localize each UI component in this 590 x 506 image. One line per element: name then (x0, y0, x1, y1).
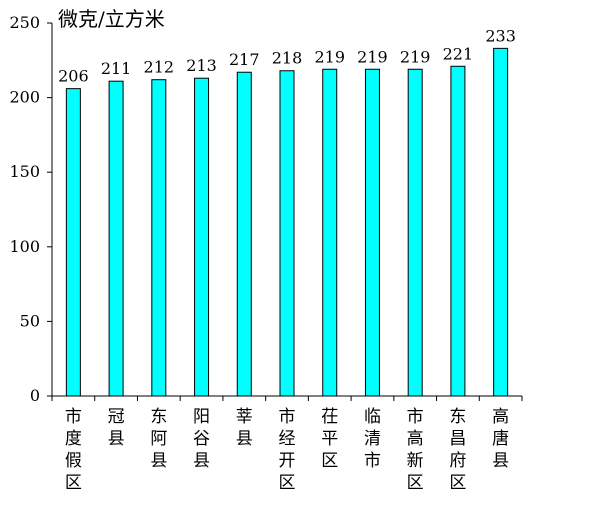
y-tick-label: 0 (30, 386, 40, 405)
x-category-label: 市高新区 (407, 407, 424, 493)
x-category-label: 阳谷县 (193, 407, 210, 471)
x-category-label: 东昌府区 (449, 407, 466, 493)
y-axis-unit-label: 微克/立方米 (58, 7, 165, 31)
x-category-label: 莘县 (236, 407, 253, 449)
bar-value-label: 219 (314, 47, 345, 66)
x-category-label: 高唐县 (492, 407, 509, 471)
x-category-label: 市经开区 (279, 407, 296, 493)
bar (493, 47, 509, 397)
bar (236, 71, 252, 397)
bar-value-label: 213 (186, 56, 217, 75)
bar-value-label: 221 (443, 44, 474, 63)
y-tick-label: 200 (9, 88, 40, 107)
y-tick-label: 50 (20, 311, 40, 330)
bars (65, 47, 509, 397)
bar (194, 77, 210, 397)
bar-value-label: 218 (272, 49, 303, 68)
y-tick-label: 100 (9, 237, 40, 256)
bar (450, 65, 466, 397)
bar (279, 70, 295, 397)
bar (322, 68, 338, 397)
bar-value-label: 217 (229, 50, 260, 69)
bar-value-label: 206 (58, 67, 89, 86)
bar-value-label: 211 (101, 59, 132, 78)
x-category-label: 东阿县 (150, 407, 167, 471)
data-labels: 206 211 212 213 217 218 219 219 219 221 233 (58, 26, 516, 85)
y-axis: 0 50 100 150 200 250 (9, 13, 53, 405)
bar-value-label: 219 (357, 47, 388, 66)
x-category-label: 市度假区 (65, 407, 82, 493)
x-category-label: 冠县 (108, 407, 125, 449)
bar (407, 68, 423, 397)
bar (364, 68, 380, 397)
bar-value-label: 233 (485, 26, 516, 45)
y-tick-label: 150 (9, 162, 40, 181)
bar (108, 80, 124, 397)
y-tick-label: 250 (9, 13, 40, 32)
x-category-label: 茌平区 (321, 407, 338, 471)
x-category-label: 临清市 (364, 407, 381, 471)
bar (151, 79, 167, 397)
x-axis (51, 395, 523, 401)
bar-value-label: 219 (400, 47, 431, 66)
category-labels: 市度假区 冠县 东阿县 阳谷县 莘县 市经开区 茌平区 临清市 市高新区 东昌府区 高唐县 (65, 407, 509, 493)
bar-value-label: 212 (144, 58, 175, 77)
bar (65, 88, 81, 397)
